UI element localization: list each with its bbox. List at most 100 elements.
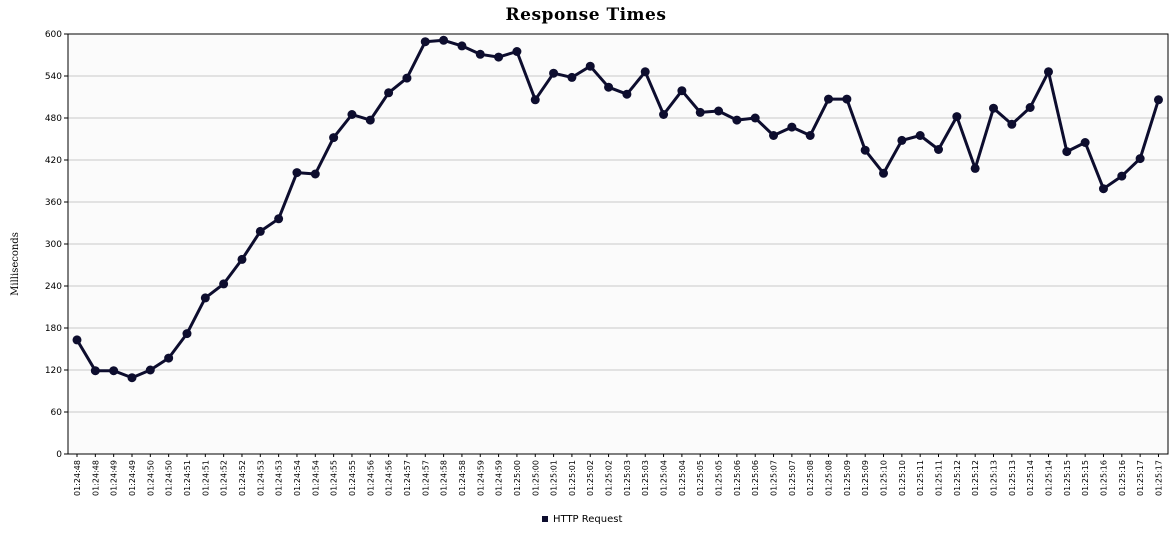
data-point xyxy=(805,131,815,140)
x-axis-ticks: 01:24:48 01:24:48 01:24:49 01:24:49 01:24:50… xyxy=(73,454,1163,496)
data-point xyxy=(860,145,870,155)
data-point xyxy=(310,169,320,179)
data-point xyxy=(200,293,210,303)
x-tick-label: 01:25:14 xyxy=(1044,460,1053,496)
x-tick-label: 01:24:52 xyxy=(238,460,247,496)
x-tick-label: 01:24:54 xyxy=(293,460,302,496)
data-point xyxy=(769,131,779,140)
data-point xyxy=(1007,119,1017,129)
x-tick-label: 01:25:11 xyxy=(916,460,925,496)
y-tick-label: 300 xyxy=(45,240,62,250)
x-tick-label: 01:25:03 xyxy=(623,460,632,496)
data-point xyxy=(274,214,284,224)
x-tick-label: 01:25:14 xyxy=(1026,460,1035,496)
x-tick-label: 01:24:53 xyxy=(275,460,284,496)
data-point xyxy=(824,94,834,104)
x-tick-label: 01:25:16 xyxy=(1118,460,1127,496)
data-point xyxy=(384,88,394,98)
legend-label: HTTP Request xyxy=(553,514,622,525)
x-tick-label: 01:24:56 xyxy=(385,460,394,496)
x-tick-label: 01:25:03 xyxy=(641,460,650,496)
x-tick-label: 01:24:58 xyxy=(458,460,467,496)
x-tick-label: 01:24:50 xyxy=(146,460,155,496)
x-tick-label: 01:24:54 xyxy=(311,460,320,496)
data-point xyxy=(1135,154,1145,164)
data-point xyxy=(219,279,229,289)
data-point xyxy=(439,35,449,45)
data-point xyxy=(292,168,302,178)
series-line-layer xyxy=(75,38,1160,380)
x-tick-label: 01:25:10 xyxy=(880,460,889,496)
data-point xyxy=(787,122,797,132)
x-tick-label: 01:24:49 xyxy=(110,460,119,496)
data-point xyxy=(714,106,724,116)
x-tick-label: 01:25:15 xyxy=(1081,460,1090,496)
x-tick-label: 01:25:02 xyxy=(605,460,614,496)
y-tick-label: 360 xyxy=(45,198,62,208)
y-tick-label: 180 xyxy=(45,324,62,334)
legend-marker xyxy=(542,516,548,522)
data-point xyxy=(677,86,687,96)
x-tick-label: 01:25:16 xyxy=(1099,460,1108,496)
x-tick-label: 01:25:13 xyxy=(1008,460,1017,496)
x-tick-label: 01:25:09 xyxy=(843,460,852,496)
data-point xyxy=(109,366,119,376)
y-tick-label: 240 xyxy=(45,282,62,292)
data-point xyxy=(549,68,559,78)
x-tick-label: 01:24:56 xyxy=(366,460,375,496)
x-tick-label: 01:24:48 xyxy=(91,460,100,496)
x-tick-label: 01:24:57 xyxy=(421,460,430,496)
legend: HTTP Request xyxy=(542,514,622,525)
data-point xyxy=(164,353,174,363)
data-point xyxy=(1043,67,1053,77)
y-tick-label: 120 xyxy=(45,366,62,376)
x-tick-label: 01:24:57 xyxy=(403,460,412,496)
x-tick-label: 01:24:48 xyxy=(73,460,82,496)
x-tick-label: 01:24:55 xyxy=(330,460,339,496)
data-point xyxy=(1025,103,1035,112)
data-point xyxy=(934,145,944,154)
x-tick-label: 01:25:17 xyxy=(1136,460,1145,496)
data-point xyxy=(659,110,669,119)
x-tick-label: 01:24:58 xyxy=(440,460,449,496)
x-tick-label: 01:24:59 xyxy=(476,460,485,496)
data-point xyxy=(1098,184,1108,194)
series-line xyxy=(75,38,1160,380)
x-tick-label: 01:25:06 xyxy=(751,460,760,496)
x-tick-label: 01:24:51 xyxy=(201,460,210,496)
data-point xyxy=(72,335,82,345)
x-tick-label: 01:25:17 xyxy=(1154,460,1163,496)
x-tick-label: 01:24:49 xyxy=(128,460,137,496)
x-tick-label: 01:25:05 xyxy=(715,460,724,496)
y-tick-label: 0 xyxy=(56,450,62,460)
y-tick-label: 540 xyxy=(45,72,62,82)
x-tick-label: 01:25:06 xyxy=(733,460,742,496)
series-points-layer xyxy=(72,35,1163,383)
chart-title: Response Times xyxy=(506,5,667,25)
y-tick-label: 600 xyxy=(45,30,62,40)
x-tick-label: 01:25:04 xyxy=(660,460,669,496)
data-point xyxy=(915,131,925,140)
data-point xyxy=(530,95,540,105)
data-point xyxy=(347,110,357,119)
x-tick-label: 01:25:09 xyxy=(861,460,870,496)
x-tick-label: 01:25:08 xyxy=(806,460,815,496)
data-point xyxy=(255,226,265,236)
x-tick-label: 01:25:07 xyxy=(770,460,779,496)
data-point xyxy=(182,329,192,339)
y-axis-ticks: 0 60 120 180 240 300 360 420 480 540 600 xyxy=(45,30,68,460)
data-point xyxy=(879,168,889,178)
y-axis-label: Milliseconds xyxy=(10,232,21,296)
data-point xyxy=(512,47,522,56)
x-tick-label: 01:24:53 xyxy=(256,460,265,496)
x-tick-label: 01:24:50 xyxy=(165,460,174,496)
data-point xyxy=(970,163,980,173)
data-point xyxy=(640,67,650,77)
x-tick-label: 01:25:02 xyxy=(586,460,595,496)
data-point xyxy=(127,373,137,383)
data-point xyxy=(237,254,247,264)
data-point xyxy=(732,115,742,125)
data-point xyxy=(1080,138,1090,147)
data-point xyxy=(585,61,595,71)
